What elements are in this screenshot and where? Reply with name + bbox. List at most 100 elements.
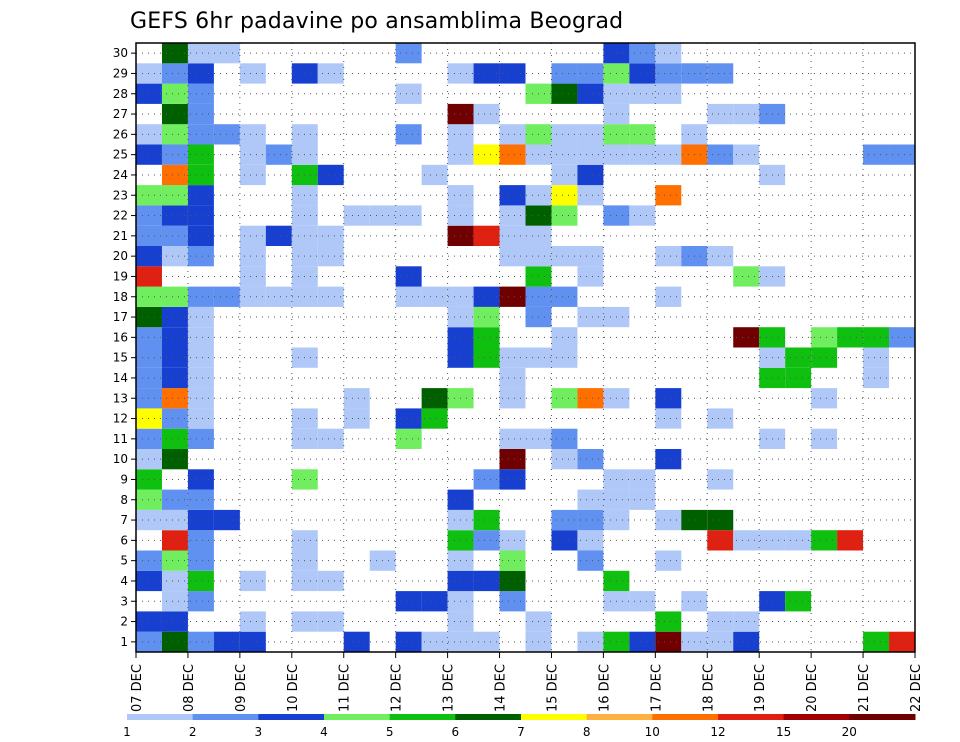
heatmap-cell: [655, 449, 682, 470]
y-axis: 1234567891011121314151617181920212223242…: [113, 46, 136, 649]
heatmap-cell: [161, 286, 188, 307]
heatmap-cell: [395, 43, 422, 64]
y-tick-label: 4: [120, 574, 128, 588]
heatmap-cell: [473, 103, 500, 125]
heatmap-cells: [136, 43, 915, 652]
heatmap-cell: [499, 347, 526, 368]
x-tick-label: 09 DEC: [234, 664, 249, 712]
heatmap-cell: [187, 103, 214, 125]
heatmap-cell: [161, 611, 188, 632]
heatmap-cell: [161, 205, 188, 226]
y-tick-label: 20: [113, 249, 128, 263]
heatmap-cell: [551, 327, 578, 348]
heatmap-cell: [707, 408, 734, 429]
colorbar-segment: [652, 714, 719, 720]
heatmap-cell: [239, 124, 266, 145]
heatmap-cell: [499, 388, 526, 409]
heatmap-cell: [421, 164, 448, 186]
heatmap-cell: [863, 347, 890, 368]
heatmap-cell: [577, 246, 604, 267]
heatmap-cell: [629, 631, 656, 652]
y-tick-label: 12: [113, 412, 128, 426]
heatmap-cell: [785, 347, 812, 368]
heatmap-cell: [629, 63, 656, 84]
heatmap-cell: [707, 611, 734, 632]
x-tick-label: 16 DEC: [597, 664, 612, 712]
heatmap-cell: [161, 408, 188, 429]
y-tick-label: 24: [113, 168, 128, 182]
heatmap-cell: [187, 286, 214, 307]
heatmap-cell: [733, 611, 760, 632]
x-tick-label: 10 DEC: [286, 664, 301, 712]
heatmap-cell: [161, 449, 188, 470]
heatmap-cell: [161, 530, 188, 551]
heatmap-cell: [265, 144, 292, 165]
heatmap-cell: [161, 124, 188, 145]
y-tick-label: 27: [113, 107, 128, 121]
colorbar-segment: [455, 714, 522, 720]
y-tick-label: 25: [113, 148, 128, 162]
heatmap-cell: [655, 388, 682, 409]
heatmap-cell: [785, 591, 812, 612]
colorbar-segment: [389, 714, 456, 720]
colorbar-label: 3: [254, 725, 262, 739]
heatmap-cell: [161, 550, 188, 571]
heatmap-cell: [239, 144, 266, 165]
y-tick-label: 16: [113, 330, 128, 344]
heatmap-cell: [733, 103, 760, 125]
heatmap-cell: [421, 631, 448, 652]
heatmap-cell: [395, 591, 422, 612]
heatmap-cell: [473, 286, 500, 307]
heatmap-cell: [577, 63, 604, 84]
heatmap-cell: [395, 83, 422, 104]
plot-frame: [135, 42, 916, 653]
heatmap-cell: [889, 631, 915, 652]
heatmap-cell: [187, 43, 214, 64]
heatmap-cell: [161, 591, 188, 612]
heatmap-cell: [161, 489, 188, 510]
heatmap-cell: [707, 530, 734, 551]
heatmap-cell: [265, 225, 292, 246]
heatmap-cell: [577, 509, 604, 531]
x-tick-label: 15 DEC: [546, 664, 561, 712]
y-tick-label: 11: [113, 432, 128, 446]
heatmap-cell: [473, 347, 500, 368]
heatmap-cell: [629, 591, 656, 612]
heatmap-cell: [161, 144, 188, 165]
heatmap-cell: [187, 205, 214, 226]
heatmap-cell: [473, 570, 500, 592]
y-tick-label: 17: [113, 310, 128, 324]
colorbar-segment: [783, 714, 850, 720]
heatmap-cell: [161, 246, 188, 267]
heatmap-cell: [161, 509, 188, 531]
heatmap-cell: [187, 428, 214, 449]
heatmap-cell: [655, 246, 682, 267]
x-tick-label: 13 DEC: [442, 664, 457, 712]
heatmap-cell: [655, 408, 682, 429]
heatmap-cell: [499, 225, 526, 246]
heatmap-cell: [499, 246, 526, 267]
heatmap-cell: [655, 611, 682, 632]
heatmap-cell: [187, 469, 214, 490]
heatmap-cell: [551, 124, 578, 145]
heatmap-cell: [811, 327, 838, 348]
colorbar-label: 5: [386, 725, 394, 739]
heatmap-cell: [551, 530, 578, 551]
heatmap-cell: [473, 327, 500, 348]
heatmap-cell: [473, 144, 500, 165]
heatmap-cell: [577, 388, 604, 409]
heatmap-cell: [187, 489, 214, 510]
heatmap-cell: [187, 83, 214, 104]
y-tick-label: 29: [113, 66, 128, 80]
heatmap-cell: [343, 408, 370, 429]
heatmap-cell: [863, 631, 890, 652]
heatmap-cell: [343, 388, 370, 409]
heatmap-cell: [551, 509, 578, 531]
heatmap-cell: [629, 205, 656, 226]
colorbar: 1 2 3 4 5 6 7 8 10 12 15 20: [123, 714, 916, 739]
heatmap-cell: [239, 164, 266, 186]
heatmap-cell: [187, 347, 214, 368]
heatmap-cell: [707, 469, 734, 490]
heatmap-cell: [629, 469, 656, 490]
